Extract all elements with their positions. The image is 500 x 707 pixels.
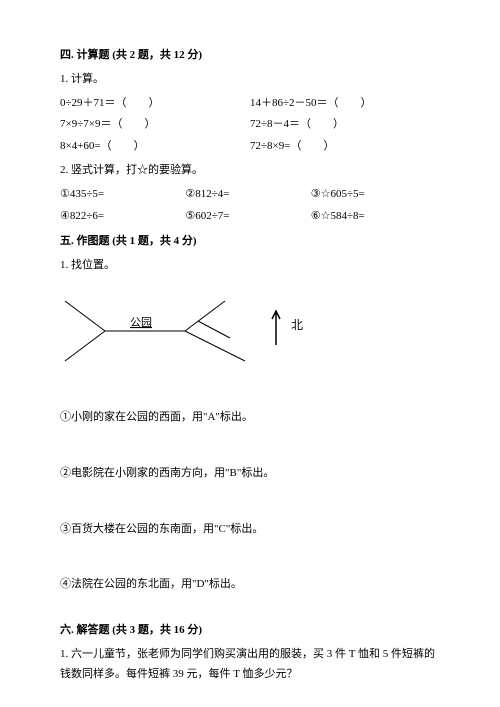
park-label: 公园	[130, 316, 152, 329]
subq-2: ②电影院在小刚家的西南方向，用"B"标出。	[60, 464, 440, 484]
line	[65, 331, 105, 361]
eq-cell: ⑥☆584÷8=	[311, 207, 436, 227]
spacer	[60, 434, 440, 448]
line	[65, 301, 105, 331]
spacer	[60, 545, 440, 559]
subq-3: ③百货大楼在公园的东南面，用"C"标出。	[60, 520, 440, 540]
eq-cell: ④822÷6=	[60, 207, 185, 227]
section-5-title: 五. 作图题 (共 1 题，共 4 分)	[60, 232, 440, 252]
eq-cell: ②812÷4=	[185, 185, 310, 205]
diagram-wrap: 公园 北	[60, 296, 440, 366]
eq3-row: ①435÷5= ②812÷4= ③☆605÷5=	[60, 185, 440, 205]
eq-cell: ③☆605÷5=	[311, 185, 436, 205]
eq-cell: 0÷29＋71＝（ ）	[60, 94, 250, 114]
eq3-row: ④822÷6= ⑤602÷7= ⑥☆584÷8=	[60, 207, 440, 227]
section-4-title: 四. 计算题 (共 2 题，共 12 分)	[60, 46, 440, 66]
park-diagram: 公园	[60, 296, 250, 366]
eq-row: 0÷29＋71＝（ ） 14＋86÷2－50＝（ ）	[60, 94, 440, 114]
line	[198, 321, 230, 338]
q6-1: 1. 六一儿童节，张老师为同学们购买演出用的服装，买 3 件 T 恤和 5 件短…	[60, 645, 440, 685]
eq-cell: 14＋86÷2－50＝（ ）	[250, 94, 440, 114]
eq-cell: 7×9÷7×9＝（ ）	[60, 115, 250, 135]
spacer	[60, 490, 440, 504]
q2-title: 2. 竖式计算，打☆的要验算。	[60, 161, 440, 181]
subq-1: ①小刚的家在公园的西面，用"A"标出。	[60, 408, 440, 428]
spacer	[60, 378, 440, 392]
eq-cell: ⑤602÷7=	[185, 207, 310, 227]
subq-4: ④法院在公园的东北面，用"D"标出。	[60, 575, 440, 595]
spacer	[60, 601, 440, 615]
section-6-title: 六. 解答题 (共 3 题，共 16 分)	[60, 621, 440, 641]
eq-row: 8×4+60=（ ） 72÷8×9=（ ）	[60, 137, 440, 157]
north-arrow-icon	[270, 307, 290, 347]
page: 四. 计算题 (共 2 题，共 12 分) 1. 计算。 0÷29＋71＝（ ）…	[0, 0, 500, 707]
eq-cell: 72÷8－4＝（ ）	[250, 115, 440, 135]
line	[185, 331, 245, 361]
q5-1-title: 1. 找位置。	[60, 256, 440, 276]
line	[185, 301, 225, 331]
eq-cell: 72÷8×9=（ ）	[250, 137, 440, 157]
eq-cell: ①435÷5=	[60, 185, 185, 205]
spacer	[60, 280, 440, 288]
north-indicator: 北	[270, 307, 305, 355]
eq-cell: 8×4+60=（ ）	[60, 137, 250, 157]
eq-row: 7×9÷7×9＝（ ） 72÷8－4＝（ ）	[60, 115, 440, 135]
north-label: 北	[291, 318, 303, 332]
q1-title: 1. 计算。	[60, 70, 440, 90]
